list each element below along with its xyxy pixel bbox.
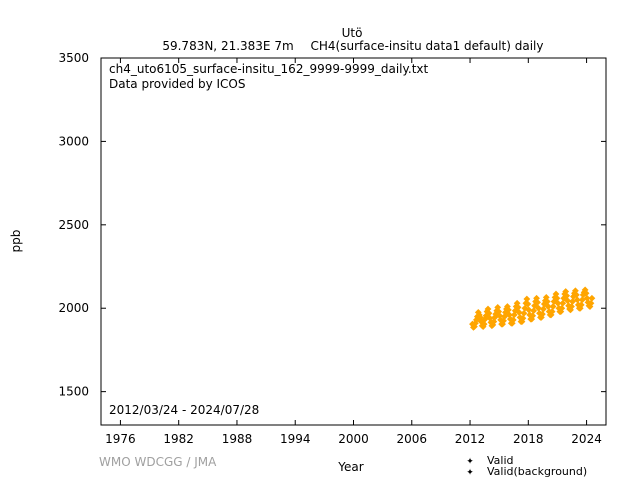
x-axis-label: Year: [337, 460, 363, 474]
annotation-filename: ch4_uto6105_surface-insitu_162_9999-9999…: [109, 62, 429, 76]
data-point: [538, 310, 546, 318]
x-tick-label: 1988: [222, 432, 253, 446]
data-point: [564, 297, 572, 305]
data-point: [573, 296, 581, 304]
y-tick-label: 3000: [58, 134, 89, 148]
x-tick-label: 2024: [571, 432, 602, 446]
annotation-period: 2012/03/24 - 2024/07/28: [109, 403, 259, 417]
chart-title-parameter: CH4(surface-insitu data1 default) daily: [311, 39, 544, 53]
data-point: [485, 309, 493, 317]
data-point: [543, 298, 551, 305]
y-axis-label: ppb: [9, 230, 23, 253]
legend: ✦ Valid ✦ Valid(background): [466, 454, 587, 478]
axis-ticks: 1976 1982 1988 1994 2000 2006 2012 2018 2024 1500…: [58, 51, 606, 446]
data-point: [559, 299, 567, 307]
x-tick-label: 2000: [338, 432, 369, 446]
x-tick-label: 1994: [280, 432, 311, 446]
y-tick-label: 2000: [58, 301, 89, 315]
chart-title-station: Utö: [342, 26, 363, 40]
data-point: [549, 303, 557, 310]
x-tick-label: 2006: [396, 432, 427, 446]
x-tick-label: 1976: [105, 432, 136, 446]
legend-label-valid: Valid: [487, 454, 514, 467]
plot-frame: [100, 57, 607, 426]
y-tick-label: 2500: [58, 218, 89, 232]
data-point: [523, 295, 531, 303]
y-tick-label: 1500: [58, 385, 89, 399]
annotation-provider: Data provided by ICOS: [109, 77, 245, 91]
x-tick-label: 2012: [455, 432, 486, 446]
credit-text: WMO WDCGG / JMA: [99, 455, 217, 469]
x-tick-label: 1982: [163, 432, 194, 446]
chart-title-location: 59.783N, 21.383E 7m: [162, 39, 293, 53]
data-point: [548, 308, 556, 315]
legend-label-valid-background: Valid(background): [487, 465, 587, 478]
legend-marker-valid-background: ✦: [466, 468, 474, 478]
x-tick-label: 2018: [513, 432, 544, 446]
data-point: [534, 298, 541, 306]
data-points: [469, 286, 596, 331]
data-point: [554, 299, 562, 307]
legend-marker-valid: ✦: [466, 457, 474, 467]
y-tick-label: 3500: [58, 51, 89, 65]
data-point: [529, 312, 537, 320]
